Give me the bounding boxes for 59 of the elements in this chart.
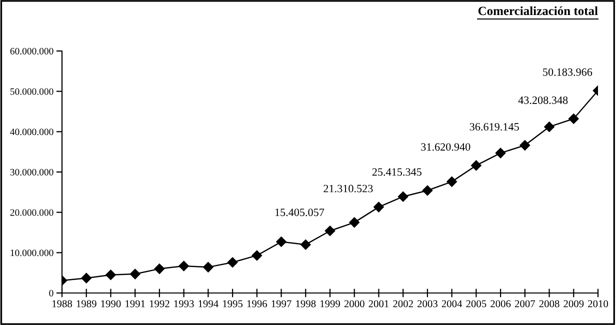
point: [446, 176, 457, 187]
point: [398, 191, 408, 202]
x-tick-label: 2004: [442, 300, 462, 308]
x-tick-label: 2000: [344, 300, 364, 308]
point: [471, 160, 482, 171]
data-label: 43.208.348: [518, 96, 568, 104]
x-tick-label: 1992: [150, 300, 170, 308]
point: [252, 250, 262, 261]
x-tick-label: 2006: [490, 300, 511, 308]
point: [349, 217, 360, 228]
data-label: 50.183.966: [543, 68, 592, 76]
point: [374, 202, 384, 212]
x-tick-label: 1993: [174, 300, 194, 308]
point: [130, 268, 140, 280]
x-tick-label: 2010: [588, 300, 608, 308]
x-tick-label: 1996: [247, 300, 268, 308]
x-tick-label: 2001: [368, 300, 389, 308]
y-tick-label: 50.000.000: [10, 88, 54, 95]
point: [568, 114, 579, 124]
y-tick-label: 0: [49, 290, 54, 296]
data-label: 25.415.345: [372, 168, 422, 176]
y-tick-label: 60.000.000: [10, 48, 54, 55]
point: [300, 239, 311, 250]
point: [178, 260, 189, 272]
x-tick-label: 1991: [126, 300, 145, 308]
x-tick-label: 1990: [101, 300, 121, 308]
x-tick-label: 1989: [76, 300, 96, 308]
point: [324, 226, 336, 236]
point: [544, 122, 554, 132]
x-tick-label: 1998: [296, 300, 316, 308]
x-tick-label: 2005: [466, 300, 486, 308]
x-tick-label: 1994: [198, 300, 218, 308]
x-tick-label: 2002: [393, 300, 413, 308]
x-tick-label: 2007: [514, 300, 536, 308]
x-tick-label: 1997: [272, 300, 292, 308]
point: [276, 236, 286, 247]
point: [81, 272, 92, 284]
x-tick-label: 2008: [539, 300, 560, 308]
y-tick-label: 30.000.000: [10, 168, 54, 176]
point: [154, 264, 165, 274]
y-tick-label: 20.000.000: [10, 209, 54, 216]
data-label: 15.405.057: [275, 208, 324, 216]
point: [495, 148, 506, 158]
x-tick-label: 1999: [320, 300, 340, 308]
point: [520, 140, 530, 150]
data-label: 31.620.940: [421, 143, 470, 151]
y-tick-label: 40.000.000: [10, 128, 54, 136]
point: [422, 185, 433, 196]
data-label: 21.310.523: [324, 184, 373, 192]
point: [227, 257, 238, 268]
y-tick-label: 10.000.000: [10, 250, 54, 256]
x-tick-label: 2003: [417, 300, 438, 308]
x-tick-label: 2009: [564, 300, 584, 308]
x-tick-label: 1995: [223, 300, 243, 308]
data-label: 36.619.145: [470, 123, 519, 131]
x-tick-label: 1988: [52, 300, 72, 308]
chart-title: Comercialización total: [478, 6, 598, 16]
point: [203, 262, 214, 272]
point: [106, 270, 116, 280]
